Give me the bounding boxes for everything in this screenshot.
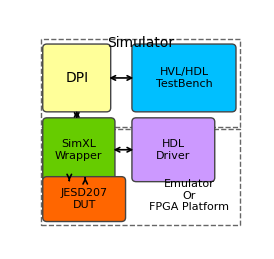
- FancyBboxPatch shape: [132, 44, 236, 112]
- Text: Emulator
Or
FPGA Platform: Emulator Or FPGA Platform: [149, 179, 229, 212]
- Text: Simulator: Simulator: [107, 36, 174, 50]
- Text: HDL
Driver: HDL Driver: [156, 139, 190, 161]
- FancyBboxPatch shape: [132, 118, 215, 182]
- FancyBboxPatch shape: [43, 118, 115, 182]
- FancyBboxPatch shape: [43, 44, 111, 112]
- Text: DPI: DPI: [65, 71, 88, 85]
- Text: HVL/HDL
TestBench: HVL/HDL TestBench: [156, 67, 212, 89]
- Text: SimXL
Wrapper: SimXL Wrapper: [55, 139, 102, 161]
- Bar: [41, 129, 240, 225]
- Bar: [41, 39, 240, 127]
- Text: JESD207
DUT: JESD207 DUT: [61, 188, 108, 210]
- FancyBboxPatch shape: [43, 177, 125, 221]
